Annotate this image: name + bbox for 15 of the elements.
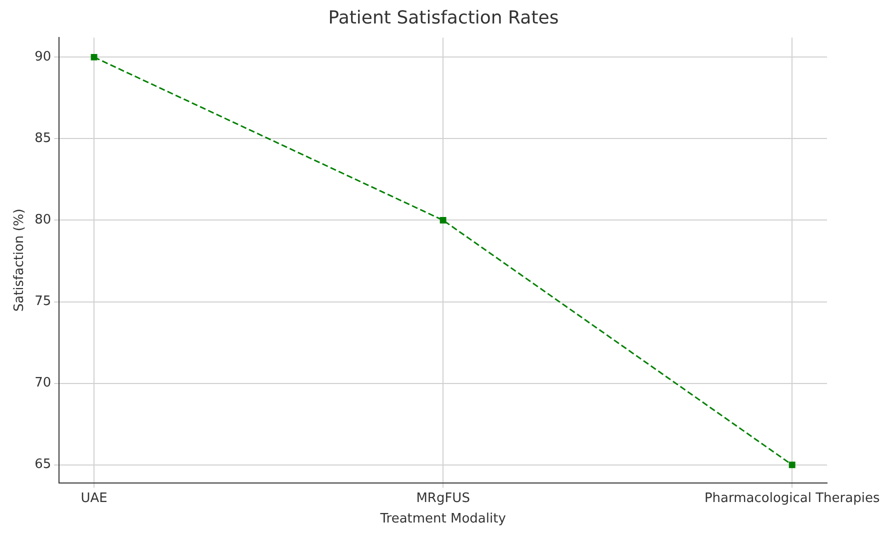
x-tick-label: Pharmacological Therapies <box>704 490 880 506</box>
x-axis-title: Treatment Modality <box>379 512 506 527</box>
y-tick-label: 75 <box>34 294 52 310</box>
point <box>440 217 446 224</box>
point <box>90 54 98 60</box>
point <box>788 462 796 468</box>
y-tick-label: 65 <box>34 457 52 472</box>
y-tick-label: 80 <box>34 212 52 228</box>
x-tick-label: UAE <box>80 490 108 506</box>
y-axis-title: Satisfaction (%) <box>12 208 28 312</box>
y-tick-label: 85 <box>34 131 52 146</box>
chart-title: Patient Satisfaction Rates <box>328 7 559 28</box>
y-tick-label: 90 <box>34 50 52 65</box>
x-tick-label: MRgFUS <box>416 490 470 506</box>
y-tick-label: 70 <box>34 376 52 391</box>
